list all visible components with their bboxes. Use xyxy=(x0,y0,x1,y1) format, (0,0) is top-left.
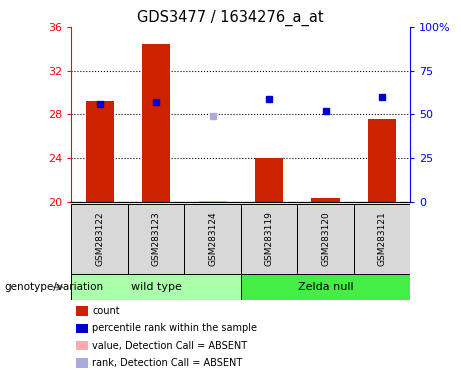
Bar xyxy=(255,158,283,202)
Text: GDS3477 / 1634276_a_at: GDS3477 / 1634276_a_at xyxy=(137,10,324,26)
Bar xyxy=(184,204,241,275)
Text: Zelda null: Zelda null xyxy=(298,282,354,292)
Text: wild type: wild type xyxy=(131,282,182,292)
Text: count: count xyxy=(92,306,120,316)
Bar xyxy=(241,274,410,300)
Bar xyxy=(86,101,114,202)
Bar xyxy=(297,204,354,275)
Text: percentile rank within the sample: percentile rank within the sample xyxy=(92,323,257,333)
Text: GSM283122: GSM283122 xyxy=(95,212,104,266)
Text: value, Detection Call = ABSENT: value, Detection Call = ABSENT xyxy=(92,341,247,351)
Text: genotype/variation: genotype/variation xyxy=(5,282,104,292)
Bar xyxy=(71,274,241,300)
Bar xyxy=(368,119,396,202)
Bar xyxy=(71,204,128,275)
Text: GSM283121: GSM283121 xyxy=(378,212,387,266)
Bar xyxy=(199,201,227,202)
Text: rank, Detection Call = ABSENT: rank, Detection Call = ABSENT xyxy=(92,358,242,368)
Bar xyxy=(312,198,340,202)
Text: GSM283124: GSM283124 xyxy=(208,212,217,266)
Bar xyxy=(142,44,170,202)
Bar xyxy=(354,204,410,275)
Text: GSM283123: GSM283123 xyxy=(152,212,161,266)
Text: GSM283119: GSM283119 xyxy=(265,212,274,266)
Text: GSM283120: GSM283120 xyxy=(321,212,330,266)
Bar xyxy=(128,204,184,275)
Bar xyxy=(241,204,297,275)
